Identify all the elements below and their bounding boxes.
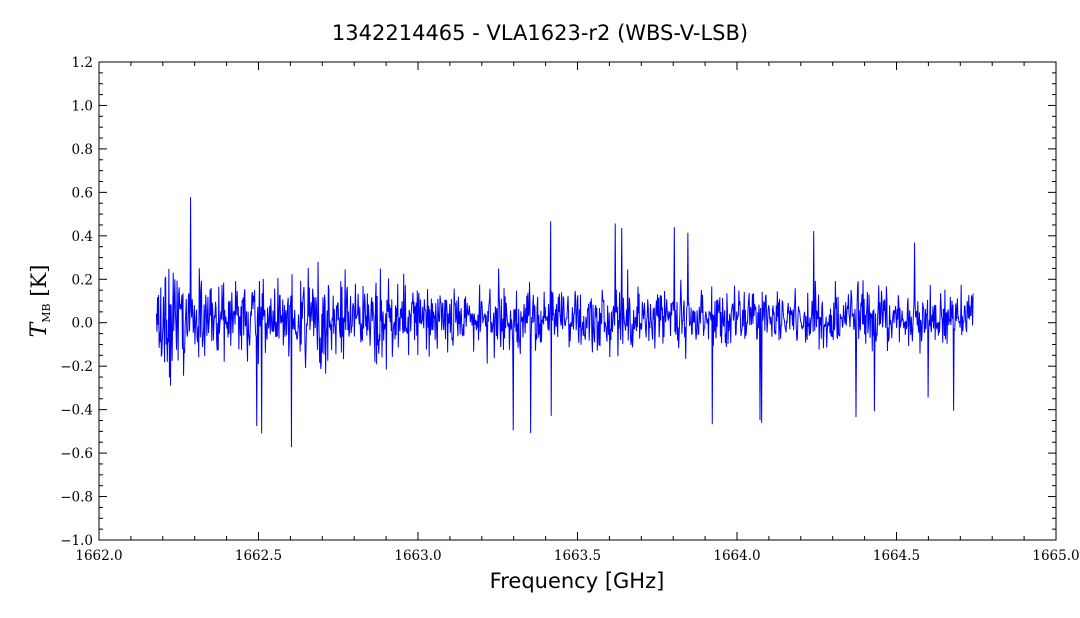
x-axis-label: Frequency [GHz]: [490, 569, 665, 593]
y-axis-label-unit: [K]: [27, 265, 51, 304]
y-axis-label-symbol: T: [27, 320, 52, 337]
y-tick-label: 1.2: [72, 55, 93, 71]
y-tick-label: 0.6: [72, 185, 93, 201]
y-axis-tick-labels: −1.0 −0.8 −0.6 −0.4 −0.2 0.0 0.2 0.4 0.6 0.8 1.0 1.…: [60, 55, 93, 549]
y-axis-label-subscript: MB: [40, 303, 53, 322]
y-tick-label: −0.2: [60, 359, 93, 375]
spectrum-series-line: [155, 197, 974, 448]
x-tick-label: 1663.0: [394, 548, 441, 564]
spectrum-line: [155, 197, 974, 448]
y-tick-label: −0.8: [60, 490, 93, 506]
y-tick-label: 0.8: [72, 142, 93, 158]
y-tick-label: −0.6: [60, 446, 93, 462]
plot-area: 1662.0 1662.5 1663.0 1663.5 1664.0 1664.5 1665…: [60, 55, 1079, 564]
x-axis-ticks: [98, 62, 1057, 540]
x-tick-label: 1664.0: [713, 548, 760, 564]
x-axis-tick-labels: 1662.0 1662.5 1663.0 1663.5 1664.0 1664.5 1665…: [75, 548, 1079, 564]
x-tick-label: 1664.5: [873, 548, 920, 564]
chart-title: 1342214465 - VLA1623-r2 (WBS-V-LSB): [332, 21, 748, 45]
x-tick-label: 1663.5: [554, 548, 601, 564]
y-tick-label: 0.4: [72, 229, 93, 245]
y-tick-label: 0.0: [72, 316, 93, 332]
y-tick-label: 0.2: [72, 272, 93, 288]
x-tick-label: 1662.0: [75, 548, 122, 564]
y-tick-label: −0.4: [60, 403, 93, 419]
y-tick-label: 1.0: [72, 98, 93, 114]
y-axis-label: TMB [K]: [27, 265, 53, 338]
x-tick-label: 1662.5: [235, 548, 282, 564]
y-axis-ticks: [99, 61, 1056, 541]
x-tick-label: 1665.0: [1032, 548, 1079, 564]
y-tick-label: −1.0: [60, 533, 93, 549]
